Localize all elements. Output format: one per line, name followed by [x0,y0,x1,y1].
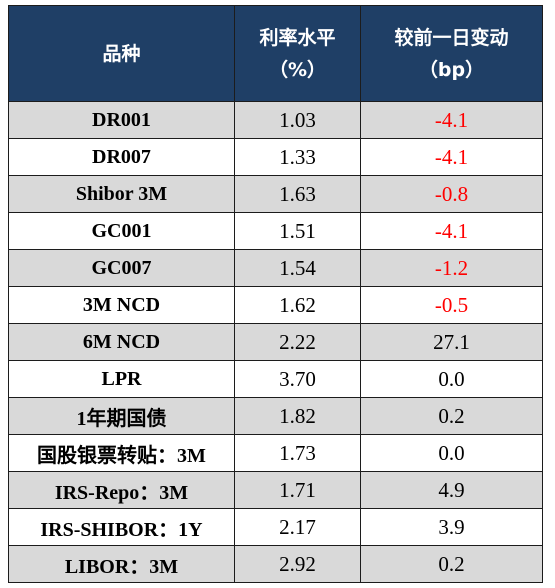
change-cell: -1.2 [360,249,543,287]
table-row: 1年期国债 1.82 0.2 [8,397,543,435]
table-row: GC001 1.51 -4.1 [8,212,543,250]
change-cell: -4.1 [360,101,543,139]
table-row: LIBOR：3M 2.92 0.2 [8,545,543,583]
change-cell: 0.0 [360,360,543,398]
table-row: DR007 1.33 -4.1 [8,138,543,176]
rate-cell: 1.51 [234,212,361,250]
table-row: IRS-SHIBOR：1Y 2.17 3.9 [8,508,543,546]
table-row: GC007 1.54 -1.2 [8,249,543,287]
product-cell: DR007 [8,138,235,176]
product-cell: GC001 [8,212,235,250]
product-cell: LIBOR：3M [8,545,235,583]
table-row: DR001 1.03 -4.1 [8,101,543,139]
rates-table: 品种 利率水平 （%） 较前一日变动 （bp） DR001 1.03 -4.1 DR0… [8,5,543,583]
header-rate-unit: （%） [268,58,327,81]
change-cell: -4.1 [360,212,543,250]
change-cell: 27.1 [360,323,543,361]
table-row: 国股银票转贴：3M 1.73 0.0 [8,434,543,472]
product-cell: Shibor 3M [8,175,235,213]
change-cell: 0.0 [360,434,543,472]
header-rate: 利率水平 （%） [234,5,361,102]
change-cell: 0.2 [360,545,543,583]
header-change-unit: （bp） [418,58,485,81]
product-cell: 1年期国债 [8,397,235,435]
product-cell: IRS-SHIBOR：1Y [8,508,235,546]
rate-cell: 1.33 [234,138,361,176]
header-rate-label: 利率水平 [259,26,336,49]
rate-cell: 1.54 [234,249,361,287]
change-cell: -4.1 [360,138,543,176]
header-product: 品种 [8,5,235,102]
table-row: IRS-Repo：3M 1.71 4.9 [8,471,543,509]
rate-cell: 1.63 [234,175,361,213]
table-row: 3M NCD 1.62 -0.5 [8,286,543,324]
product-cell: GC007 [8,249,235,287]
rate-cell: 1.03 [234,101,361,139]
change-cell: 4.9 [360,471,543,509]
rate-cell: 1.82 [234,397,361,435]
product-cell: 6M NCD [8,323,235,361]
product-cell: 3M NCD [8,286,235,324]
change-cell: -0.8 [360,175,543,213]
change-cell: -0.5 [360,286,543,324]
table-row: Shibor 3M 1.63 -0.8 [8,175,543,213]
change-cell: 3.9 [360,508,543,546]
rate-cell: 1.73 [234,434,361,472]
product-cell: IRS-Repo：3M [8,471,235,509]
product-cell: LPR [8,360,235,398]
rate-cell: 2.92 [234,545,361,583]
table-body: DR001 1.03 -4.1 DR007 1.33 -4.1 Shibor 3M 1.63-… [8,101,543,583]
product-cell: DR001 [8,101,235,139]
header-change: 较前一日变动 （bp） [360,5,543,102]
rate-cell: 1.62 [234,286,361,324]
table-header: 品种 利率水平 （%） 较前一日变动 （bp） [8,5,543,102]
table-row: 6M NCD 2.22 27.1 [8,323,543,361]
change-cell: 0.2 [360,397,543,435]
rate-cell: 1.71 [234,471,361,509]
header-product-label: 品种 [102,42,141,65]
header-row: 品种 利率水平 （%） 较前一日变动 （bp） [8,5,543,102]
product-cell: 国股银票转贴：3M [8,434,235,472]
rate-cell: 2.17 [234,508,361,546]
header-change-label: 较前一日变动 [394,26,509,49]
rate-cell: 3.70 [234,360,361,398]
table-row: LPR 3.70 0.0 [8,360,543,398]
rate-cell: 2.22 [234,323,361,361]
